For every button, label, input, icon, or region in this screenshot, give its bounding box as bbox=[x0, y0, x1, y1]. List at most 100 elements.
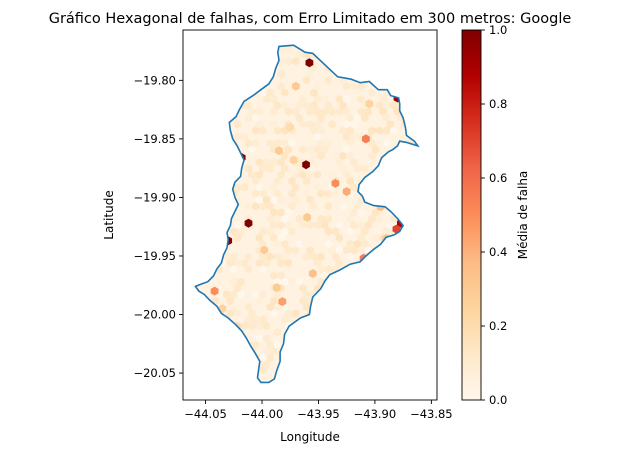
hexbin-cell bbox=[288, 378, 296, 383]
hexbin-cell bbox=[328, 107, 336, 117]
hexbin-cell bbox=[259, 45, 267, 47]
hexbin-cell bbox=[270, 82, 278, 91]
hexbin-cell bbox=[222, 45, 231, 47]
hexbin-cell bbox=[183, 120, 191, 129]
hexbin-cell bbox=[401, 372, 409, 381]
hexbin-cell bbox=[397, 151, 405, 161]
hexbin-cell bbox=[230, 126, 238, 136]
hexbin-cell bbox=[201, 365, 209, 375]
hexbin-cell bbox=[324, 189, 333, 199]
hexbin-cell bbox=[284, 195, 293, 205]
hexbin-cell bbox=[208, 252, 216, 262]
hexbin-cell bbox=[339, 45, 347, 47]
hexbin-cell bbox=[332, 391, 340, 400]
hexbin-cell bbox=[197, 82, 205, 91]
hexbin-cell bbox=[434, 227, 442, 236]
hexbin-cell bbox=[350, 271, 358, 281]
hexbin-cell bbox=[408, 57, 416, 66]
hexbin-cell bbox=[244, 176, 253, 186]
hexbin-cell bbox=[423, 309, 431, 318]
hexbin-cell bbox=[346, 63, 355, 73]
hexbin-cell bbox=[342, 195, 351, 205]
hexbin-cell bbox=[208, 101, 216, 110]
hexbin-cell bbox=[415, 372, 418, 381]
hexbin-cell bbox=[353, 365, 362, 375]
hexbin-cell bbox=[252, 63, 260, 73]
hexbin-cell bbox=[438, 322, 446, 331]
hexbin-cell bbox=[197, 271, 205, 281]
hexbin-cell bbox=[361, 340, 369, 350]
hexbin-cell bbox=[208, 227, 216, 236]
hexbin-cell bbox=[223, 391, 231, 400]
colorbar: 0.00.20.40.60.81.0 Média de falha bbox=[461, 23, 530, 407]
hexbin-cell bbox=[412, 328, 418, 337]
hexbin-cell bbox=[321, 82, 329, 91]
hexbin-cell bbox=[423, 221, 431, 230]
hexbin-cell bbox=[277, 258, 285, 268]
hexbin-cell bbox=[259, 315, 267, 325]
hexbin-cell bbox=[313, 120, 322, 129]
hexbin-cell bbox=[222, 139, 231, 148]
hexbin-cell bbox=[195, 176, 202, 186]
hexbin-cell bbox=[183, 347, 191, 356]
hexbin-cell bbox=[332, 290, 340, 299]
hexbin-cell bbox=[212, 158, 220, 167]
hexbin-cell bbox=[194, 391, 202, 400]
hexbin-cell bbox=[295, 214, 304, 224]
hexbin-cell bbox=[248, 372, 256, 381]
hexbin-cell bbox=[342, 208, 351, 218]
hexbin-cell bbox=[208, 126, 216, 136]
hexbin-cell bbox=[379, 321, 387, 331]
hexbin-cell bbox=[307, 385, 315, 394]
hexbin-cell bbox=[415, 69, 418, 79]
hexbin-cell bbox=[335, 347, 344, 356]
hexbin-cell bbox=[324, 151, 333, 161]
hexbin-cell bbox=[313, 82, 322, 91]
hexbin-cell bbox=[266, 365, 275, 375]
hexbin-cell bbox=[412, 353, 418, 362]
colorbar-tick-label: 1.0 bbox=[489, 23, 507, 37]
hexbin-cell bbox=[408, 120, 416, 129]
hexbin-cell bbox=[270, 45, 278, 54]
hexbin-cell bbox=[365, 32, 373, 41]
hexbin-cell bbox=[248, 57, 256, 66]
hexbin-cell bbox=[230, 328, 238, 337]
hexbin-cell bbox=[310, 340, 318, 350]
hexbin-cell bbox=[255, 120, 264, 129]
hexbin-cell bbox=[222, 378, 231, 383]
hexbin-cell-highlight bbox=[272, 283, 281, 293]
hexbin-cell bbox=[350, 195, 358, 205]
hexbin-cell bbox=[195, 107, 198, 117]
hexbin-cell bbox=[255, 347, 264, 356]
hexbin-cell bbox=[404, 290, 413, 299]
hexbin-cell bbox=[284, 296, 293, 306]
hexbin-cell bbox=[368, 45, 376, 47]
hexbin-cell bbox=[248, 309, 256, 318]
hexbin-cell bbox=[397, 378, 405, 383]
hexbin-cell bbox=[270, 246, 278, 255]
hexbin-cell bbox=[393, 120, 402, 129]
hexbin-cell bbox=[195, 158, 198, 167]
hexbin-cell bbox=[183, 70, 191, 79]
hexbin-cell bbox=[382, 214, 391, 224]
hexbin-cell bbox=[412, 202, 418, 211]
hexbin-cell bbox=[342, 170, 351, 180]
hexbin-cell bbox=[342, 45, 351, 54]
hexbin-cell bbox=[368, 63, 376, 73]
hexbin-cell bbox=[310, 101, 318, 110]
hexbin-cell bbox=[397, 88, 405, 98]
hexbin-cell bbox=[259, 88, 267, 98]
hexbin-cell bbox=[183, 397, 191, 406]
hexbin-cell bbox=[284, 132, 293, 142]
colorbar-tick-label: 0.8 bbox=[489, 97, 507, 111]
hexbin-cell bbox=[404, 76, 413, 85]
hexbin-cell bbox=[412, 378, 418, 383]
hexbin-cell bbox=[183, 171, 191, 180]
hexbin-cell bbox=[372, 309, 380, 318]
hexbin-cell bbox=[321, 385, 329, 394]
hexbin-cell bbox=[310, 353, 318, 362]
hexbin-cell bbox=[299, 385, 307, 394]
hexbin-cell bbox=[302, 340, 311, 350]
hexbin-cell bbox=[401, 309, 409, 318]
hexbin-cell bbox=[415, 296, 418, 306]
